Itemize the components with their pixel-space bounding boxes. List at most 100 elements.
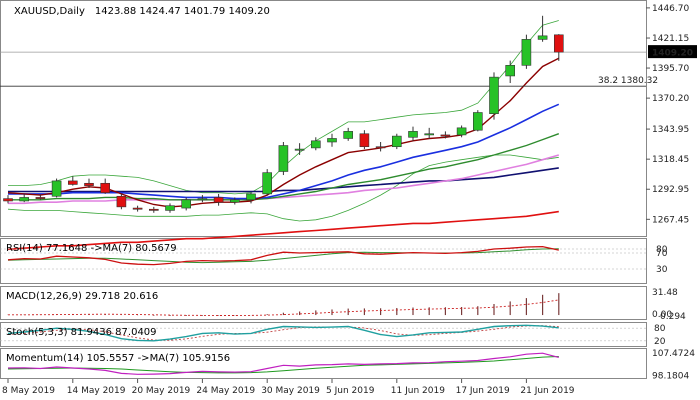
date-tick-label: 24 May 2019 (196, 386, 255, 396)
ma-red-line (7, 210, 559, 251)
rsi-ma-line (7, 248, 559, 264)
stoch-level-label: 20 (654, 337, 666, 347)
candle (359, 130, 370, 150)
date-tick-label: 8 May 2019 (2, 386, 55, 396)
momentum-panel-frame (0, 348, 647, 379)
momentum-axis-label: 107.4724 (652, 349, 695, 359)
candle (116, 193, 127, 210)
ma-blue-line (8, 103, 560, 200)
rsi-title: RSI(14) 77.1648 ->MA(7) 80.5679 (6, 243, 177, 254)
candle-body (327, 138, 337, 143)
candle-body (132, 207, 143, 210)
candle (424, 127, 435, 139)
candle (310, 137, 321, 151)
candle (149, 206, 159, 213)
candle (19, 193, 30, 203)
candle-body (68, 180, 78, 185)
candle (472, 110, 483, 132)
price-tick-label: 1343.95 (652, 125, 689, 135)
candle (197, 195, 208, 203)
macd-chart: 31.48 0.000.294 (7, 288, 686, 322)
momentum-ma-line (7, 356, 559, 374)
rsi-line (7, 245, 559, 266)
macd-title: MACD(12,26,9) 29.718 20.616 (6, 291, 158, 302)
candle (294, 143, 305, 155)
candle (181, 197, 191, 211)
candle-body (262, 172, 273, 195)
ma-pink-line (8, 154, 560, 205)
stoch-title: Stoch(5,3,3) 81.9436 87.0409 (6, 327, 157, 338)
candle (343, 127, 354, 141)
candle (505, 60, 516, 84)
candle (553, 34, 564, 61)
candle (68, 176, 78, 186)
momentum-line (7, 352, 559, 375)
candle-body (230, 199, 240, 203)
candle (213, 193, 224, 206)
momentum-chart: 107.4724 98.1804 (7, 349, 695, 381)
price-tick-label: 1267.45 (652, 215, 689, 225)
candle-body (197, 198, 208, 201)
candle-body (100, 182, 110, 194)
price-chart-title: XAUUSD,Daily 1423.88 1424.47 1401.79 1409… (14, 6, 270, 17)
stoch-level-label: 80 (654, 324, 666, 334)
candle (230, 197, 240, 205)
candle (327, 133, 337, 147)
rsi-level-label: 70 (656, 249, 668, 259)
candle-body (3, 198, 13, 202)
momentum-axis-label: 98.1804 (652, 371, 689, 381)
panel-frames (0, 0, 647, 379)
candle (84, 178, 94, 188)
rsi-panel-frame (0, 238, 647, 284)
candle-body (553, 34, 564, 53)
date-tick-label: 30 May 2019 (261, 386, 320, 396)
current-price-box (648, 45, 697, 59)
candle (3, 195, 13, 204)
candle (391, 133, 402, 150)
candle (246, 192, 256, 204)
candle-body (440, 134, 451, 137)
momentum-title: Momentum(14) 105.5557 ->MA(7) 105.9156 (6, 353, 230, 364)
candle-body (19, 197, 30, 202)
current-price-label: 1409.20 (652, 49, 693, 59)
candle (489, 72, 499, 120)
candle-body (424, 133, 435, 136)
price-tick-label: 1318.45 (652, 155, 689, 165)
price-tick-label: 1395.70 (652, 64, 689, 74)
price-panel-frame (0, 0, 647, 237)
candle (51, 178, 62, 198)
candle (375, 142, 386, 152)
candle-body (472, 112, 483, 131)
price-tick-label: 1370.20 (652, 94, 689, 104)
stoch-k-line (7, 324, 559, 342)
candle-body (51, 180, 62, 197)
ma-navy-line (8, 167, 559, 193)
candle (408, 126, 418, 141)
candle (278, 142, 289, 176)
price-tick-label: 1446.70 (652, 4, 689, 14)
candle-body (246, 193, 256, 201)
ma-green-line (8, 133, 560, 201)
candle-body (408, 131, 418, 138)
candle (262, 169, 273, 196)
candle-body (116, 195, 127, 208)
candle (521, 34, 532, 69)
candle-body (521, 39, 532, 66)
stoch-panel-frame (0, 322, 647, 347)
rsi-level-label: 30 (656, 265, 668, 275)
candle (100, 178, 110, 194)
candle-body (391, 135, 402, 148)
macd-axis-label: 31.48 (652, 288, 678, 298)
macd-axis-label: 0.00 (652, 310, 672, 320)
macd-axis-label: 0.294 (660, 312, 686, 322)
date-tick-label: 14 May 2019 (67, 386, 126, 396)
price-tick-label: 1421.15 (652, 34, 689, 44)
candle-body (149, 208, 159, 211)
date-tick-label: 21 Jun 2019 (520, 386, 574, 396)
candle-body (343, 131, 354, 139)
price-axis: 1446.70 1421.15 1395.70 1370.20 1343.95 1318.… (646, 4, 697, 225)
macd-panel-frame (0, 286, 647, 320)
date-tick-label: 17 Jun 2019 (456, 386, 510, 396)
